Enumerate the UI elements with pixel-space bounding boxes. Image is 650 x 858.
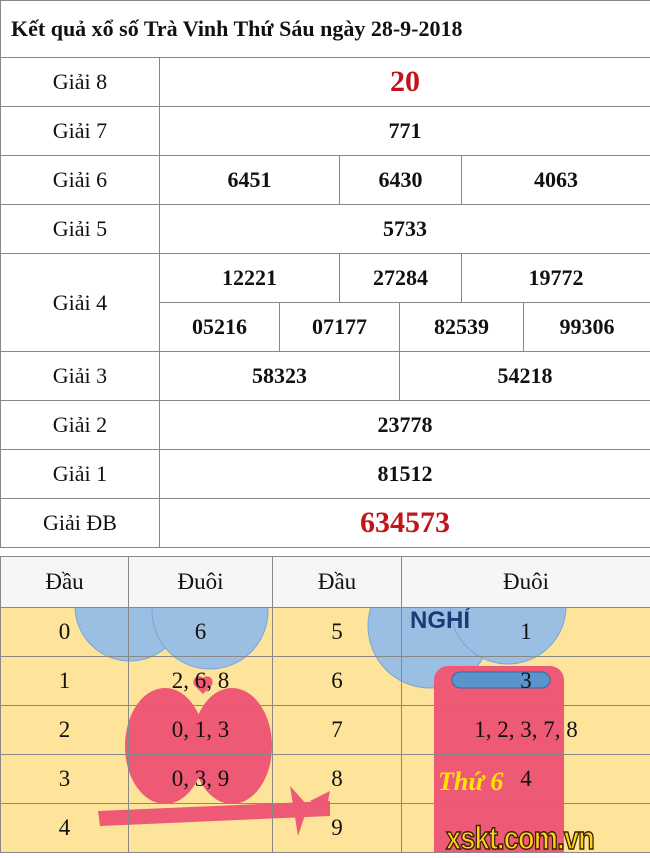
prize-row: Giải 1 81512 [0,449,650,499]
page-title: Kết quả xổ số Trà Vinh Thứ Sáu ngày 28-9… [0,0,650,58]
results-table: Kết quả xổ số Trà Vinh Thứ Sáu ngày 28-9… [0,0,650,548]
prize-row: Giải 2 23778 [0,400,650,450]
prize-row: Giải 7 771 [0,106,650,156]
prize-row: Giải 6 6451 6430 4063 [0,155,650,205]
prize-row: Giải 5 5733 [0,204,650,254]
prize-row: Giải 8 20 [0,57,650,107]
prize-value: 20 [158,57,650,107]
jackpot-value: 634573 [158,498,650,548]
watermark-logo: xskt.com.vn [445,819,595,857]
prize-row: Giải 4 12221 27284 19772 [0,253,650,352]
prize-row: Giải ĐB 634573 [0,498,650,548]
prize-row: Giải 3 58323 54218 [0,351,650,401]
loto-row: 2 0, 1, 3 7 1, 2, 3, 7, 8 [0,705,650,755]
